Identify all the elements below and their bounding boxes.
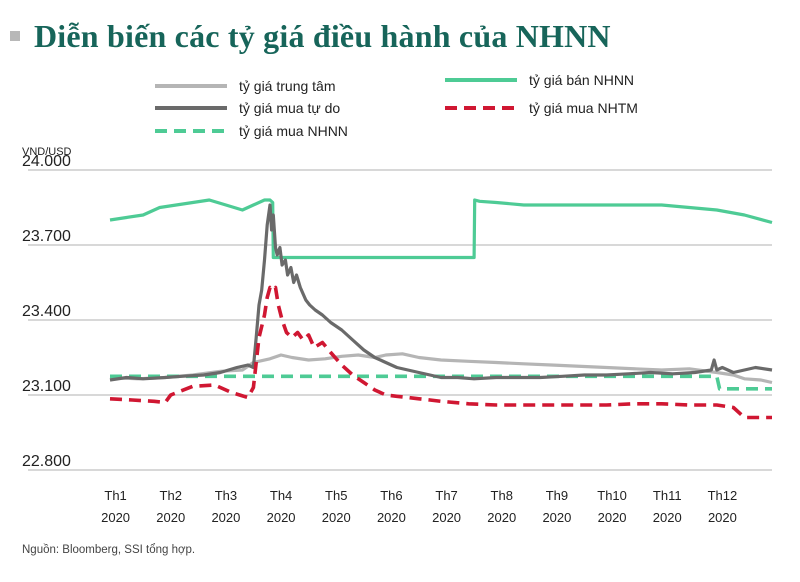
series-line-tỷ-giá-bán-NHNN xyxy=(109,198,773,260)
legend-label: tỷ giá mua NHTM xyxy=(529,100,638,116)
x-tick-label: Th3 xyxy=(215,488,237,503)
x-tick-label: Th10 xyxy=(597,488,627,503)
y-tick-label: 23.100 xyxy=(22,378,71,395)
legend-label: tỷ giá trung tâm xyxy=(239,78,336,94)
x-tick-year: 2020 xyxy=(377,510,406,525)
source-note: Nguồn: Bloomberg, SSI tổng hợp. xyxy=(22,544,196,556)
x-tick-year: 2020 xyxy=(487,510,516,525)
x-tick-year: 2020 xyxy=(211,510,240,525)
x-tick-year: 2020 xyxy=(542,510,571,525)
legend-label: tỷ giá bán NHNN xyxy=(529,72,634,88)
series-line-tỷ-giá-trung-tâm xyxy=(109,352,773,385)
title-bullet-icon xyxy=(10,31,20,41)
x-tick-label: Th4 xyxy=(270,488,292,503)
x-tick-year: 2020 xyxy=(156,510,185,525)
chart-title: Diễn biến các tỷ giá điều hành của NHNN xyxy=(34,17,611,54)
x-tick-year: 2020 xyxy=(267,510,296,525)
x-tick-year: 2020 xyxy=(708,510,737,525)
y-tick-label: 22.800 xyxy=(22,453,71,470)
x-tick-label: Th12 xyxy=(708,488,738,503)
x-tick-year: 2020 xyxy=(322,510,351,525)
x-tick-year: 2020 xyxy=(432,510,461,525)
x-tick-year: 2020 xyxy=(653,510,682,525)
y-tick-label: 24.000 xyxy=(22,153,71,170)
y-axis-label: VND/USD xyxy=(22,146,72,158)
series-line-tỷ-giá-mua-NHTM xyxy=(109,285,772,420)
x-tick-label: Th9 xyxy=(546,488,568,503)
y-tick-label: 23.700 xyxy=(22,228,71,245)
x-tick-year: 2020 xyxy=(598,510,627,525)
x-tick-label: Th7 xyxy=(435,488,457,503)
exchange-rate-chart: VND/USD 22.800 23.100 23.400 23.700 24.000 Th1… xyxy=(22,72,773,525)
x-tick-label: Th6 xyxy=(380,488,402,503)
series-line-tỷ-giá-mua-tự-do xyxy=(109,203,773,382)
x-tick-label: Th1 xyxy=(104,488,126,503)
x-tick-year: 2020 xyxy=(101,510,130,525)
x-tick-label: Th11 xyxy=(653,488,682,503)
title-bar: Diễn biến các tỷ giá điều hành của NHNN xyxy=(10,16,611,56)
x-tick-label: Th5 xyxy=(325,488,347,503)
y-tick-label: 23.400 xyxy=(22,303,71,320)
x-tick-label: Th2 xyxy=(160,488,182,503)
x-tick-label: Th8 xyxy=(491,488,513,503)
legend-label: tỷ giá mua NHNN xyxy=(239,123,348,139)
series-line-tỷ-giá-mua-NHNN xyxy=(110,374,772,391)
legend-label: tỷ giá mua tự do xyxy=(239,100,340,116)
